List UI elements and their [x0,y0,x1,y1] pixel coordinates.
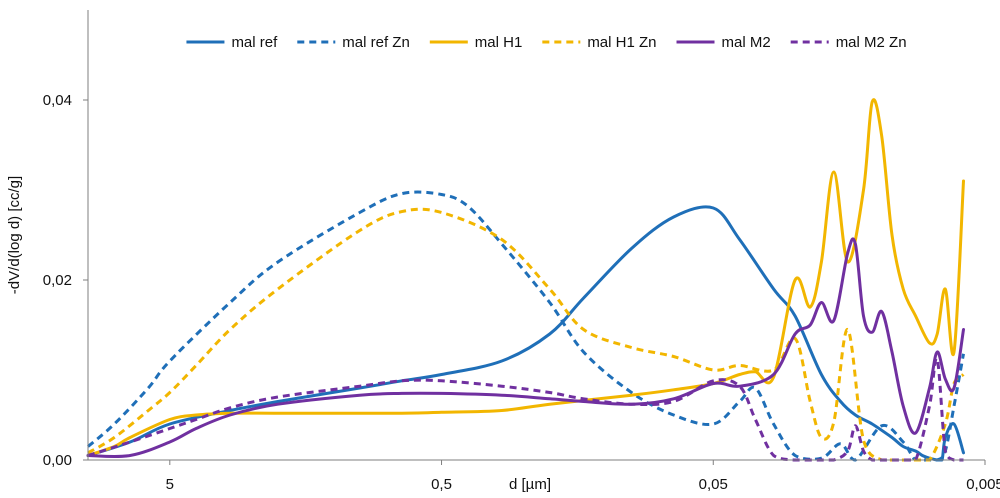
x-tick-label: 0,05 [699,476,728,493]
series-line-mal-h1-zn [87,207,965,462]
legend: mal ref mal ref Zn mal H1 mal H1 Zn mal M2 ma… [186,34,907,51]
x-tick-label: 0,005 [966,476,1000,493]
y-axis-title: -dV/d(log d) [cc/g] [6,176,23,294]
legend-item-mal-h1-zn: mal H1 Zn [542,34,657,51]
legend-item-mal-m2: mal M2 [676,34,771,51]
series-line-mal-ref [86,205,965,462]
ticks-layer: 5 0,5 0,05 0,005 0,00 0,02 0,04 [43,92,1000,493]
legend-item-mal-ref-zn: mal ref Zn [297,34,410,51]
x-tick-label: 5 [166,476,174,493]
series-layer [86,98,965,462]
legend-label: mal H1 Zn [587,34,656,51]
legend-item-mal-h1: mal H1 [429,34,523,51]
x-tick-label: 0,5 [431,476,452,493]
legend-label: mal ref [231,34,278,51]
axes-layer [87,10,985,461]
legend-label: mal M2 [722,34,771,51]
legend-label: mal M2 Zn [836,34,907,51]
legend-item-mal-m2-zn: mal M2 Zn [790,34,907,51]
series-line-mal-m2 [86,237,965,459]
legend-label: mal H1 [475,34,523,51]
y-tick-label: 0,02 [43,272,72,289]
legend-label: mal ref Zn [342,34,410,51]
legend-item-mal-ref: mal ref [186,34,278,51]
x-axis-title: d [µm] [509,476,551,493]
y-tick-label: 0,00 [43,452,72,469]
series-line-mal-m2-zn [87,356,964,462]
series-line-mal-h1 [86,98,965,457]
y-tick-label: 0,04 [43,92,72,109]
